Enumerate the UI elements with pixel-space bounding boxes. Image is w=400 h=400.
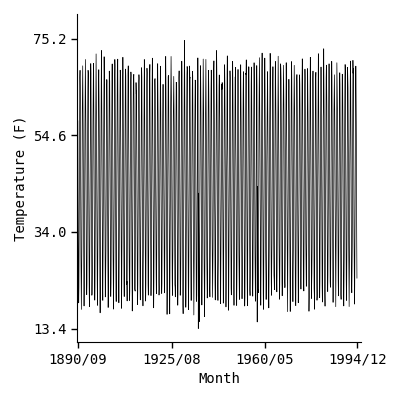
X-axis label: Month: Month: [198, 372, 240, 386]
Y-axis label: Temperature (F): Temperature (F): [14, 115, 28, 241]
